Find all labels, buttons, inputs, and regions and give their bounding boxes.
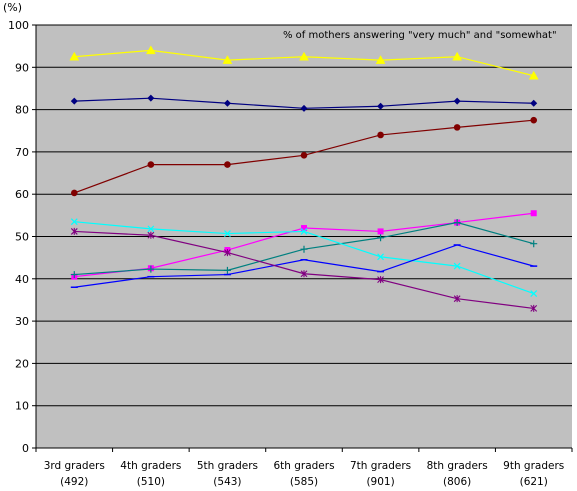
x-tick-sample-size: (510) [137,476,165,488]
y-tick-label: 50 [15,231,29,244]
data-point [530,210,537,217]
data-point [452,51,463,61]
y-axis-ticks: 0 10 20 30 40 50 60 70 80 90 100 [8,19,36,455]
x-tick-sample-size: (901) [366,476,394,488]
x-tick-label: 5th graders [197,460,258,472]
x-axis-labels: 3rd graders (492) 4th graders (510) 5th grad… [35,448,573,488]
data-point [300,245,308,253]
data-point [300,227,308,235]
data-point [300,104,308,112]
data-point [223,266,231,274]
x-tick-label: 6th graders [273,460,334,472]
y-tick-label: 80 [15,104,29,117]
data-point [453,219,461,227]
data-point [222,55,233,64]
data-point [147,231,155,239]
data-point [147,161,155,168]
x-tick-sample-size: (621) [520,476,548,488]
data-point [70,218,78,226]
data-point [453,124,461,131]
y-tick-label: 70 [15,146,29,159]
y-unit-label: (%) [3,1,22,14]
data-point [377,102,385,110]
data-point [299,51,309,61]
data-point [453,262,461,270]
data-point [528,70,539,80]
data-point [147,94,155,102]
series-3 [70,116,538,197]
x-tick-sample-size: (806) [443,476,471,488]
data-point [70,227,78,235]
series-lines [69,45,539,312]
data-point [70,189,78,197]
y-tick-label: 90 [15,61,29,74]
y-tick-label: 40 [15,273,29,286]
series-1 [69,45,539,80]
data-point [377,253,384,261]
series-7 [70,244,538,289]
data-point [377,228,384,235]
data-point [301,225,307,232]
y-tick-label: 0 [22,442,29,455]
data-point [223,99,231,107]
data-point [147,225,155,233]
data-point [375,55,386,64]
data-point [377,276,384,284]
data-point [224,249,231,257]
gridlines [35,24,572,449]
data-point [377,234,385,242]
data-point [300,151,308,159]
chart-annotation: % of mothers answering "very much" and "… [283,30,557,41]
series-2 [70,94,538,112]
data-point [70,271,78,279]
data-point [300,270,308,278]
x-tick-label: 3rd graders [44,460,105,472]
data-point [530,290,538,298]
y-tick-label: 100 [8,19,29,32]
series-5 [70,219,538,279]
series-8 [70,227,538,312]
x-tick-label: 9th graders [503,460,564,472]
data-point [70,97,78,105]
data-point [147,265,155,273]
x-tick-label: 8th graders [427,460,488,472]
data-point [453,295,461,303]
data-point [530,240,538,248]
data-point [377,131,384,139]
y-tick-label: 30 [15,315,29,328]
data-point [530,116,538,124]
data-point [224,161,231,168]
data-point [224,230,231,237]
data-point [69,51,80,61]
data-point [453,97,461,105]
x-tick-sample-size: (543) [213,476,241,488]
series-6 [70,218,538,298]
x-tick-label: 7th graders [350,460,411,472]
y-tick-label: 20 [15,357,29,370]
data-point [145,45,156,55]
x-tick-sample-size: (492) [60,476,88,488]
data-point [530,304,538,312]
data-point [530,99,538,107]
y-tick-label: 10 [15,400,29,413]
x-tick-sample-size: (585) [290,476,318,488]
x-tick-label: 4th graders [120,460,181,472]
y-tick-label: 60 [15,188,29,201]
